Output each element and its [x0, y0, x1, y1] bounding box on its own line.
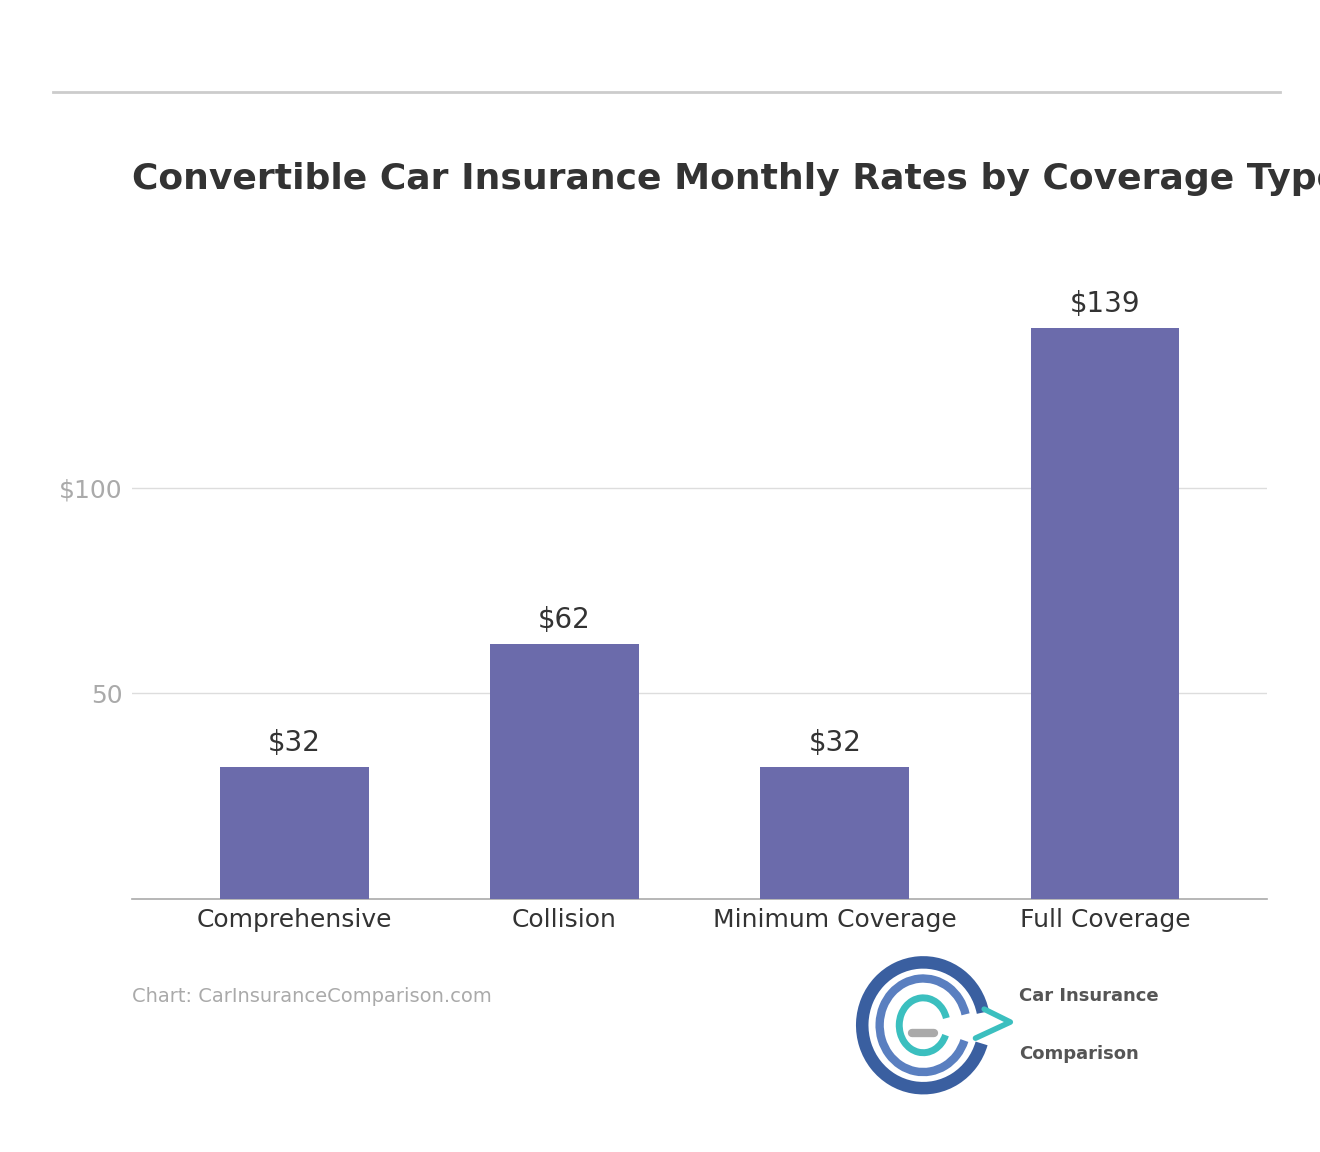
Text: Comparison: Comparison	[1019, 1045, 1139, 1063]
Bar	[1031, 328, 1179, 899]
Bar	[760, 767, 909, 899]
Text: $62: $62	[539, 606, 591, 634]
Text: $139: $139	[1069, 290, 1140, 318]
Bar	[490, 644, 639, 899]
Text: $32: $32	[268, 729, 321, 757]
Text: $32: $32	[808, 729, 861, 757]
Text: Car Insurance: Car Insurance	[1019, 987, 1159, 1006]
Text: Convertible Car Insurance Monthly Rates by Coverage Type: Convertible Car Insurance Monthly Rates …	[132, 161, 1320, 196]
Text: Chart: CarInsuranceComparison.com: Chart: CarInsuranceComparison.com	[132, 987, 492, 1006]
Bar	[220, 767, 368, 899]
